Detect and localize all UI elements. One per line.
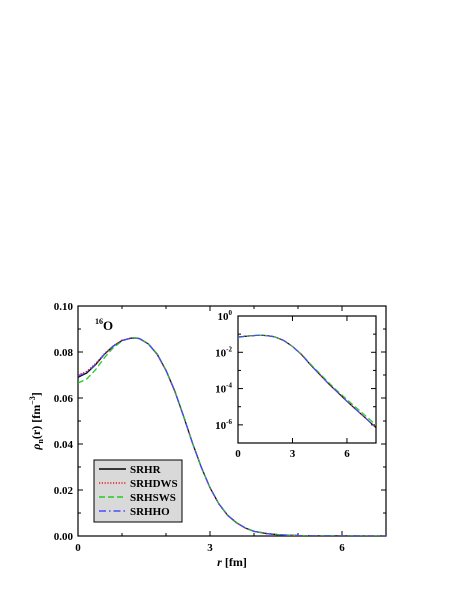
legend-label-srhho: SRHHO [130, 506, 170, 518]
main-curves [78, 337, 386, 536]
inset-series-line-srhsws [238, 334, 376, 426]
inset-y-tick-label: 10-6 [215, 418, 232, 432]
legend-label-srhsws: SRHSWS [130, 492, 176, 504]
inset-y-tick-exponent: 0 [229, 309, 233, 317]
main-plot: 0.000.020.040.060.080.100 3 6r [fm]ρn(r) [… [28, 301, 387, 569]
x-axis-label: r [fm] [217, 555, 247, 569]
y-axis-unit: [fm [29, 405, 43, 426]
nucleus-element: O [103, 318, 113, 333]
x-tick-label: 3 [207, 542, 213, 554]
y-axis-unit-exponent: −3 [28, 396, 37, 405]
y-tick-label: 0.00 [54, 531, 74, 543]
legend: SRHR SRHDWS SRHSWS SRHHO [93, 459, 183, 523]
inset-y-tick-base: 10 [215, 420, 227, 432]
inset-y-tick-label: 100 [218, 309, 233, 323]
y-tick-label: 0.06 [54, 393, 74, 405]
inset-y-tick-base: 10 [215, 384, 227, 396]
y-axis-symbol: ρ [29, 444, 43, 451]
legend-box [93, 459, 183, 523]
nucleus-mass: 16 [95, 317, 103, 326]
y-axis-unit-end: ] [29, 392, 43, 396]
inset-y-tick-exponent: -6 [226, 418, 232, 426]
inset-frame [237, 315, 377, 444]
inset-y-tick-base: 10 [218, 311, 230, 323]
x-tick-label: 6 [339, 542, 345, 554]
inset-y-tick-base: 10 [215, 347, 227, 359]
x-axis-unit: [fm] [222, 555, 247, 569]
y-tick-label: 0.04 [54, 439, 74, 451]
inset-y-tick-exponent: -2 [226, 345, 232, 353]
y-axis-arg: (r) [29, 426, 43, 439]
inset-x-tick-label: 0 [235, 448, 241, 460]
inset-curves [238, 334, 376, 429]
legend-label-srhr: SRHR [130, 464, 162, 476]
legend-label-srhdws: SRHDWS [130, 478, 178, 490]
inset-x-tick-label: 6 [344, 448, 350, 460]
y-axis-subscript: n [36, 439, 45, 444]
y-tick-label: 0.08 [54, 347, 74, 359]
nucleus-annotation: 16O [95, 317, 113, 333]
y-tick-label: 0.02 [54, 485, 74, 497]
x-axis-symbol: r [217, 555, 222, 569]
inset-y-tick-exponent: -4 [226, 382, 232, 390]
y-tick-label: 0.10 [54, 301, 74, 313]
series-line-srhho [78, 337, 386, 536]
inset-y-tick-label: 10-2 [215, 345, 232, 359]
y-axis-label: ρn(r) [fm−3] [28, 392, 45, 451]
x-tick-label: 0 [75, 542, 81, 554]
inset-y-tick-label: 10-4 [215, 382, 232, 396]
inset-x-tick-label: 3 [290, 448, 296, 460]
inset-series-line-srhho [238, 334, 376, 429]
